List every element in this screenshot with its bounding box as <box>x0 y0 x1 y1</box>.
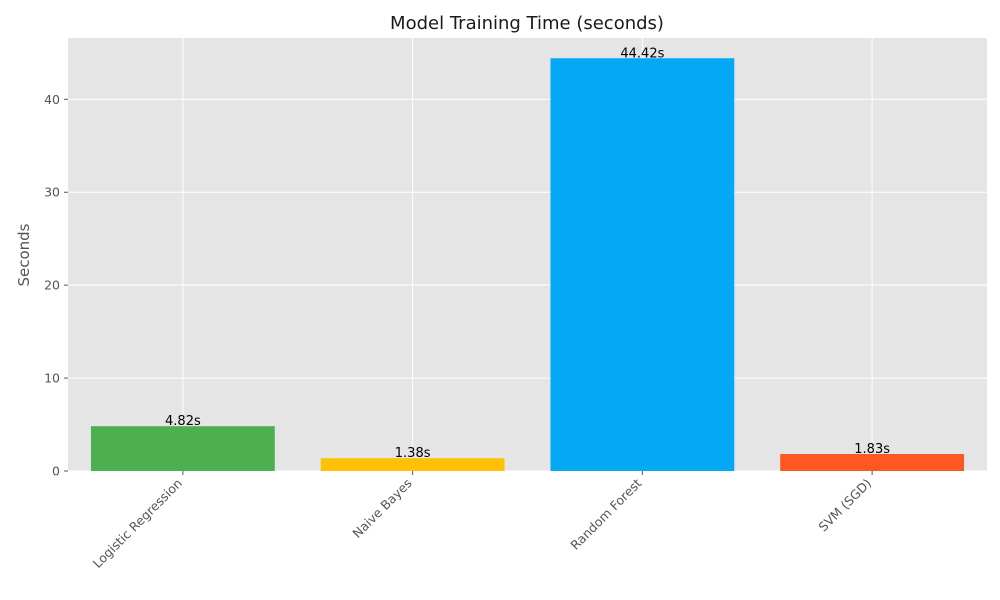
data-labels: 4.82s 1.38s 44.42s 1.83s <box>165 46 890 461</box>
bar <box>550 58 735 471</box>
bar <box>90 426 275 471</box>
x-tick-label: Logistic Regression <box>90 476 185 571</box>
y-tick-label: 30 <box>44 185 60 200</box>
y-tick-label: 0 <box>52 464 60 479</box>
data-label: 44.42s <box>620 46 664 61</box>
bars <box>90 58 965 471</box>
x-tick-label: SVM (SGD) <box>815 476 874 535</box>
y-axis-title: Seconds <box>15 223 33 286</box>
data-label: 4.82s <box>165 414 201 429</box>
y-axis-ticks: 0 10 20 30 40 <box>44 92 68 479</box>
bar <box>780 453 965 471</box>
bar <box>320 458 505 471</box>
y-tick-label: 20 <box>44 278 60 293</box>
x-tick-label: Random Forest <box>567 475 644 552</box>
y-tick-label: 40 <box>44 92 60 107</box>
data-label: 1.83s <box>854 442 890 457</box>
x-tick-label: Naive Bayes <box>349 476 414 541</box>
y-tick-label: 10 <box>44 371 60 386</box>
chart-title: Model Training Time (seconds) <box>390 13 664 34</box>
x-axis-ticks: Logistic Regression Naive Bayes Random For… <box>90 471 874 571</box>
plot-background <box>68 38 987 471</box>
data-label: 1.38s <box>395 446 431 461</box>
